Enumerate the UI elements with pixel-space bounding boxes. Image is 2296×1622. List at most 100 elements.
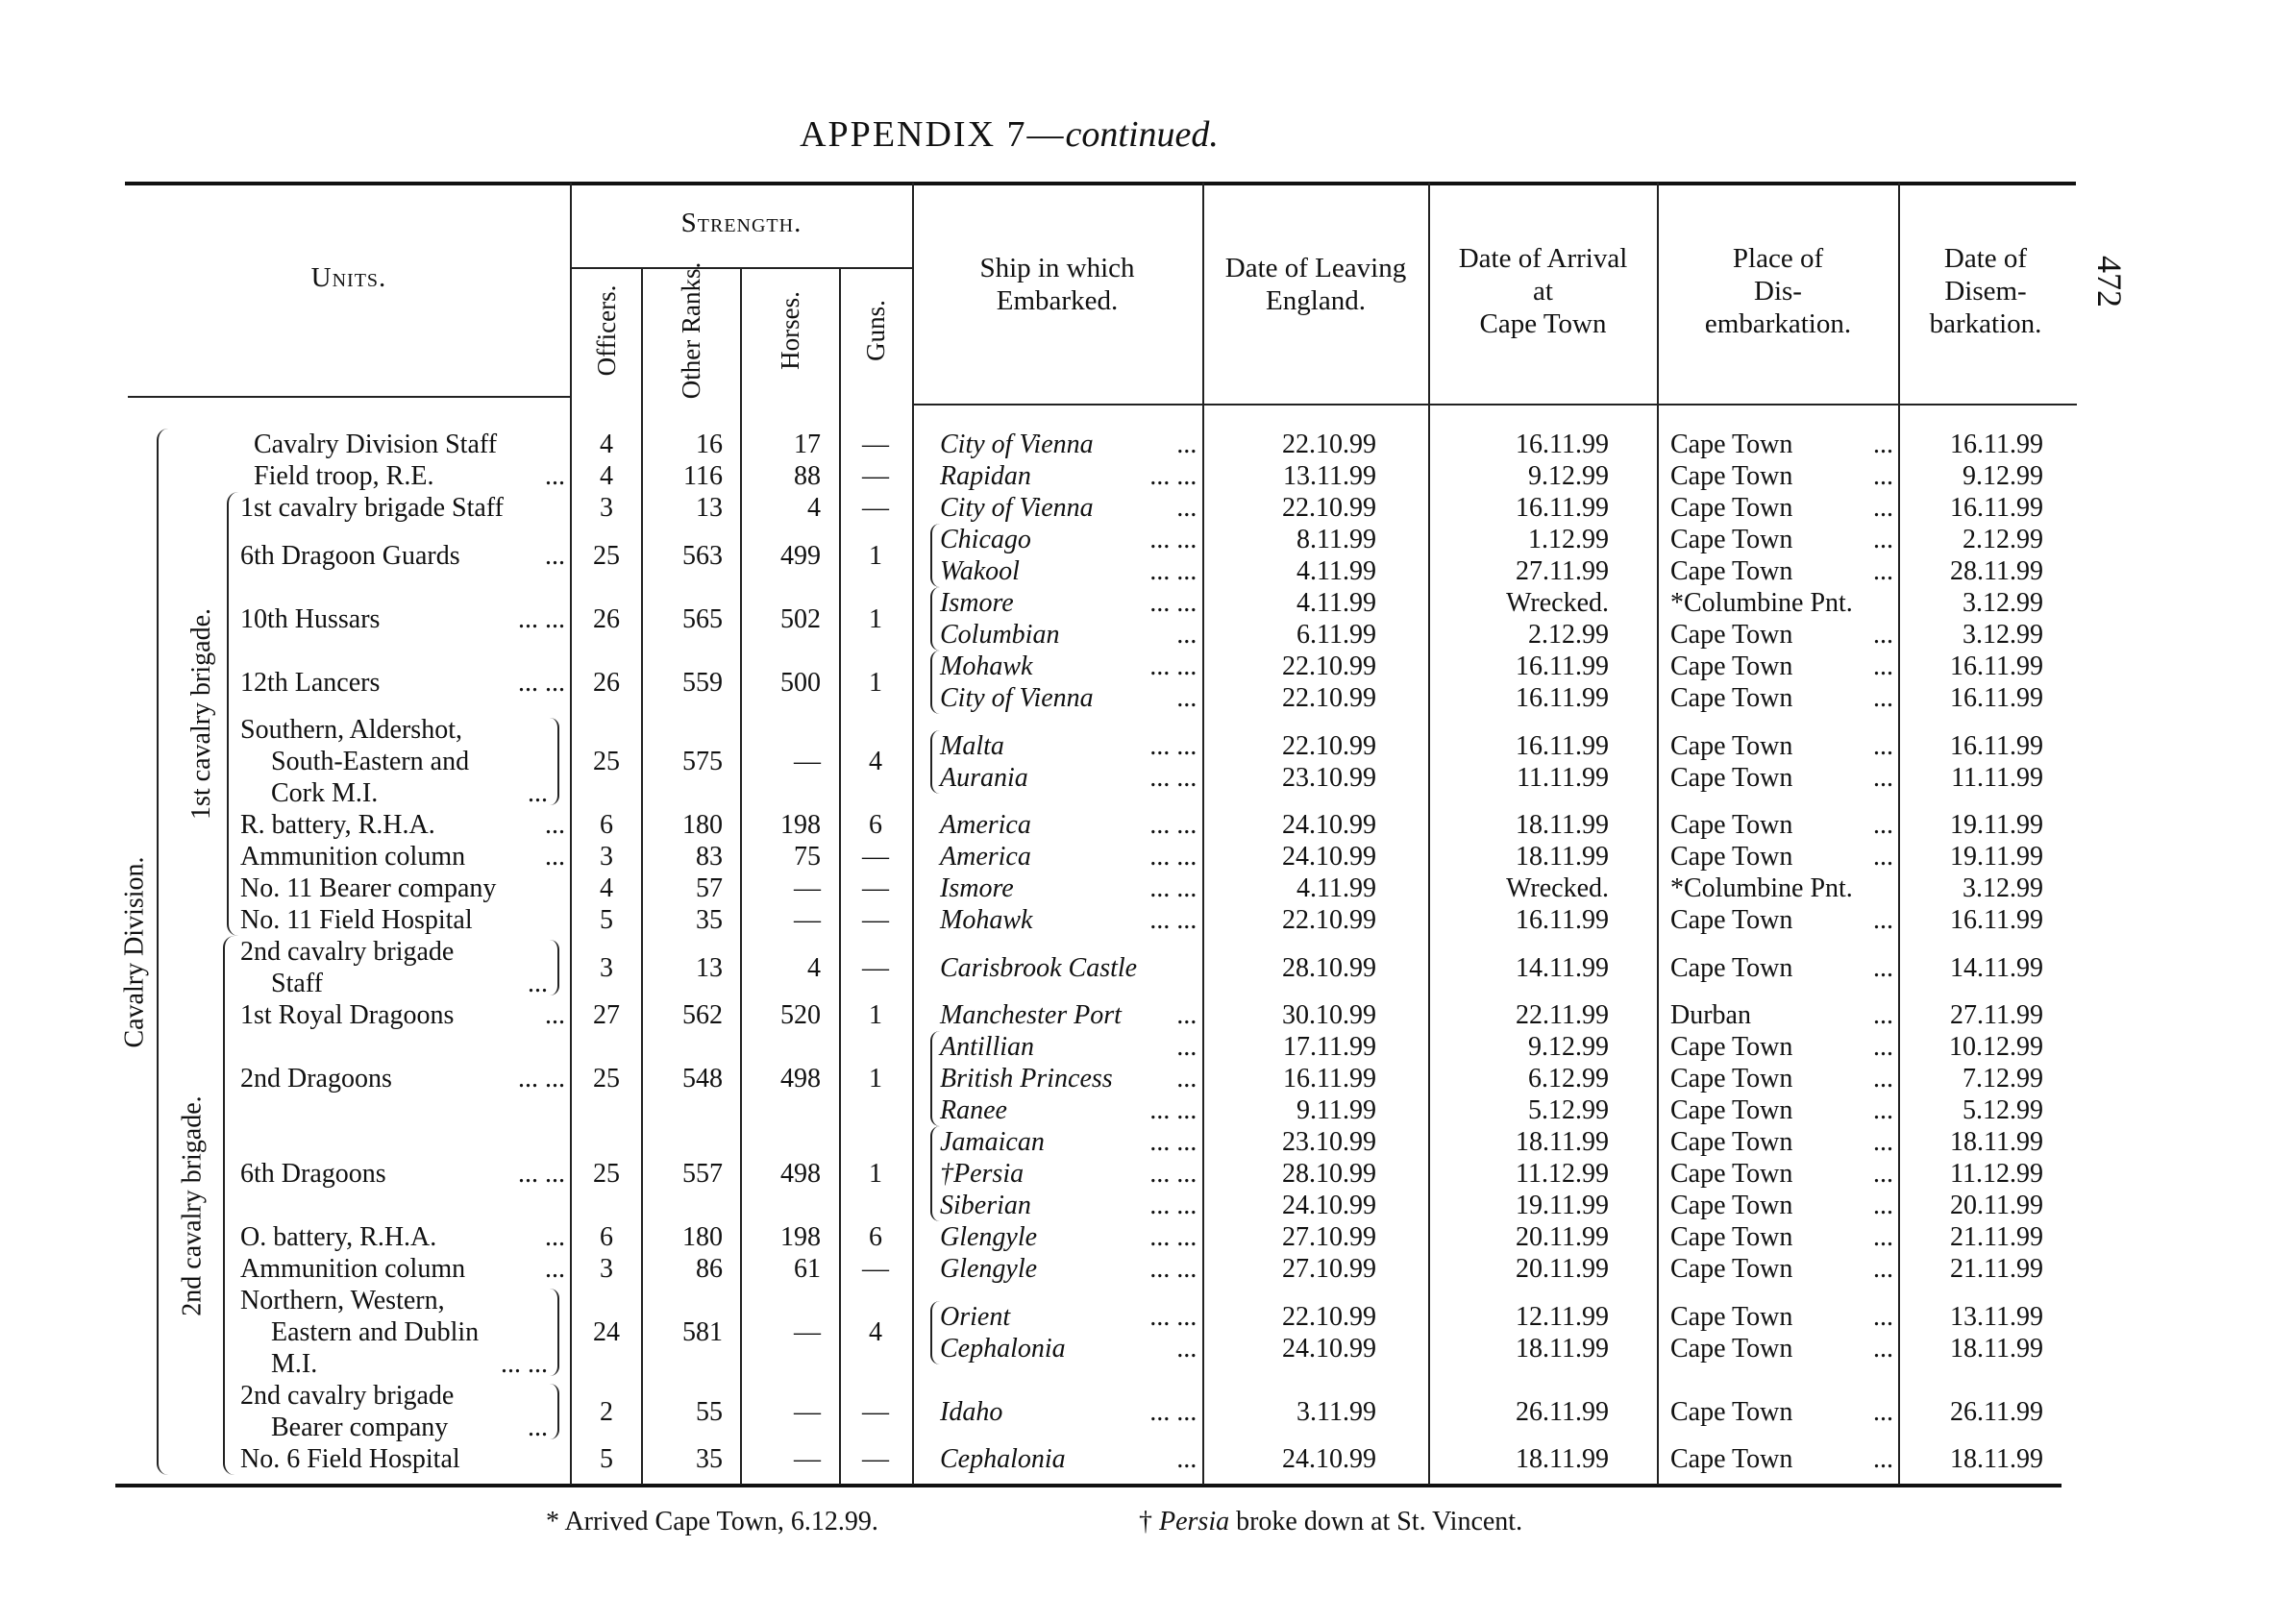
guns: 4 xyxy=(869,1317,882,1347)
place-value-text: Durban xyxy=(1670,1000,1751,1030)
place-cell: Cape Town... xyxy=(1670,904,1893,936)
arrived-cell: 20.11.99 xyxy=(1430,1221,1609,1253)
left-value: 13.11.99 xyxy=(1283,461,1376,491)
disembarked-cell: 9.12.99 xyxy=(1901,460,2043,492)
arrived-value: 16.11.99 xyxy=(1516,493,1609,523)
unit-cell: 6th Dragoon Guards... xyxy=(240,524,565,587)
dagger-mark: † xyxy=(1139,1507,1159,1536)
leader-dots: ... ... xyxy=(1150,842,1197,872)
left-cell: 3.11.99 xyxy=(1205,1380,1376,1443)
officers-cell: 5 xyxy=(577,904,636,936)
unit-name-text: R. battery, R.H.A. xyxy=(240,810,435,840)
left-cell: 22.10.99 xyxy=(1205,429,1376,460)
guns: 1 xyxy=(869,603,882,634)
top-rule xyxy=(125,182,2076,185)
ship-name: Wakool ... ... xyxy=(940,555,1197,587)
place-cell: Cape Town... xyxy=(1670,460,1893,492)
ship-name: Chicago ... ... xyxy=(940,524,1197,555)
place-cell: Cape Town... xyxy=(1670,492,1893,524)
horses: 88 xyxy=(794,461,821,491)
left-value: 17.11.99 xyxy=(1283,1032,1376,1062)
col-divider xyxy=(641,267,643,1485)
disembarked-cell: 16.11.99 11.11.99 xyxy=(1901,714,2043,809)
ship-cell: Glengyle ... ... xyxy=(940,1253,1197,1285)
header-place-line: Dis- xyxy=(1754,276,1802,307)
place-cell: Cape Town... xyxy=(1670,936,1893,999)
other-ranks: 557 xyxy=(682,1159,723,1189)
other-ranks: 16 xyxy=(696,430,723,459)
ship-name: †Persia ... ... xyxy=(940,1158,1197,1190)
place-cell: Cape Town... Cape Town... Cape Town... xyxy=(1670,1126,1893,1221)
leader-dots: ... xyxy=(545,1254,565,1284)
header-place-line: Place of xyxy=(1732,243,1824,274)
unit-name-text: 6th Dragoon Guards xyxy=(240,540,460,571)
header-leaving: Date of Leaving England. xyxy=(1203,252,1428,317)
unit-cell: No. 11 Bearer company xyxy=(240,872,565,904)
col-divider xyxy=(912,183,914,1485)
unit-cell: Ammunition column... xyxy=(240,841,565,872)
table-row: 1st cavalry brigade Staff 3 13 4 — City of Vi… xyxy=(0,492,2296,524)
col-divider xyxy=(1202,183,1204,1485)
leader-dots: ... xyxy=(1873,1032,1893,1062)
place-value-text: Cape Town xyxy=(1670,620,1793,650)
col-divider xyxy=(740,267,742,1485)
unit-cell: O. battery, R.H.A.... xyxy=(240,1221,565,1253)
ship-name-text: America xyxy=(940,810,1031,840)
unit-name-text: M.I. xyxy=(271,1349,318,1379)
other-ranks-cell: 116 xyxy=(644,460,723,492)
place-value-text: Cape Town xyxy=(1670,430,1793,459)
leader-dots: ... ... xyxy=(1150,1127,1197,1157)
arrived-cell: Wrecked. 2.12.99 xyxy=(1430,587,1609,651)
officers: 3 xyxy=(600,1254,613,1284)
right-brace xyxy=(550,1289,559,1376)
leader-dots: ... ... xyxy=(1150,1254,1197,1284)
other-ranks-cell: 35 xyxy=(644,1443,723,1475)
place-value: Cape Town... xyxy=(1670,1094,1893,1126)
place-cell: Cape Town... xyxy=(1670,841,1893,872)
guns: — xyxy=(862,873,889,903)
guns-cell: — xyxy=(841,460,910,492)
ship-name-text: Cephalonia xyxy=(940,1333,1066,1364)
place-value-text: Cape Town xyxy=(1670,556,1793,586)
place-cell: Cape Town... Cape Town... xyxy=(1670,1285,1893,1380)
horses-cell: 198 xyxy=(742,809,821,841)
leader-dots: ... xyxy=(545,810,565,840)
officers: 4 xyxy=(600,873,613,903)
ship-group-brace: Orient... ... Cephalonia... xyxy=(930,1300,1197,1364)
ship-cell: Malta ... ... Aurania ... ... xyxy=(930,714,1197,809)
ship-name: Orient ... ... xyxy=(940,1301,1197,1333)
left-value: 30.10.99 xyxy=(1282,1000,1376,1030)
unit-cell: 1st Royal Dragoons... xyxy=(240,999,565,1031)
horses: — xyxy=(794,747,821,776)
left-cell: 24.10.99 xyxy=(1205,841,1376,872)
leader-dots: ... xyxy=(545,1000,565,1030)
left-value: 6.11.99 xyxy=(1296,620,1376,650)
other-ranks-cell: 563 xyxy=(644,524,723,587)
brigade2-label: 2nd cavalry brigade. xyxy=(177,1094,207,1316)
leader-dots: ... xyxy=(1177,493,1197,523)
header-rule-units xyxy=(128,396,570,398)
disembarked-value: 16.11.99 xyxy=(1950,730,2043,761)
left-value: 23.10.99 xyxy=(1282,1127,1376,1157)
horses-cell: — xyxy=(742,904,821,936)
place-value: Cape Town... xyxy=(1670,1126,1893,1158)
leader-dots: ... xyxy=(1177,1333,1197,1364)
arrived-value: 16.11.99 xyxy=(1516,430,1609,459)
header-arrival-line: Cape Town xyxy=(1479,308,1607,339)
guns: 6 xyxy=(869,1222,882,1252)
place-value-text: Cape Town xyxy=(1670,762,1793,793)
guns-cell: — xyxy=(841,1253,910,1285)
disembarked-cell: 16.11.99 16.11.99 xyxy=(1901,651,2043,714)
other-ranks: 562 xyxy=(682,1000,723,1030)
left-cell: 27.10.99 xyxy=(1205,1253,1376,1285)
header-ship-line: Embarked. xyxy=(996,285,1119,316)
horses-cell: — xyxy=(742,1443,821,1475)
header-strength: Strength. xyxy=(680,208,802,238)
arrived-cell: 12.11.99 18.11.99 xyxy=(1430,1285,1609,1380)
horses-cell: — xyxy=(742,1380,821,1443)
ship-name-text: Mohawk xyxy=(940,651,1033,681)
ship-cell: Chicago ... ... Wakool ... ... xyxy=(930,524,1197,587)
officers: 3 xyxy=(600,842,613,872)
left-cell: 30.10.99 xyxy=(1205,999,1376,1031)
place-value-text: Cape Town xyxy=(1670,525,1793,554)
